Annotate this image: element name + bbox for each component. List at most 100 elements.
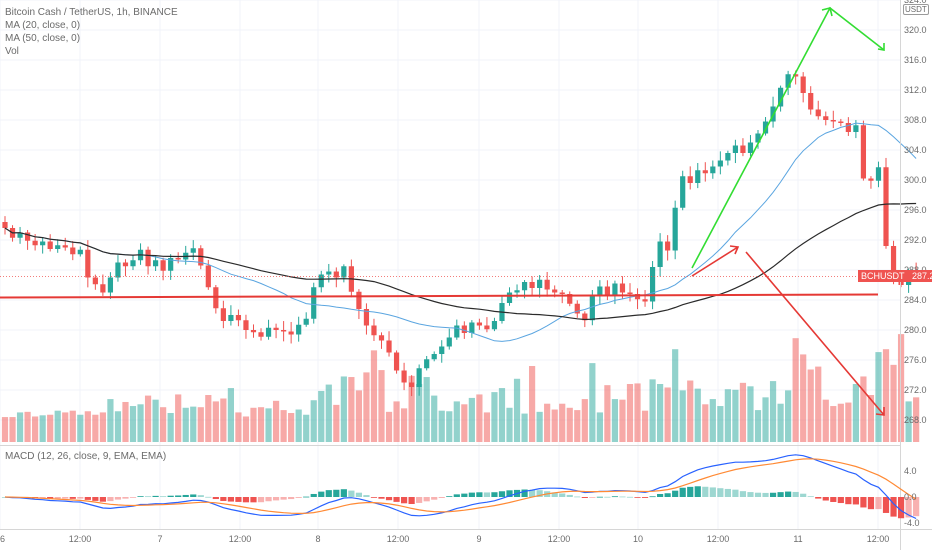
candle-body [589,295,595,321]
currency-label[interactable]: USDT [903,4,929,15]
candle-body [107,277,114,293]
volume-bar [137,404,144,442]
candle-body [830,120,836,122]
macd-hist-bar [657,493,664,497]
volume-bar [626,384,634,442]
candle-body [687,176,693,183]
volume-bar [220,398,227,442]
volume-bar [664,387,671,442]
candle-body [311,287,317,319]
volume-bar [212,401,219,442]
macd-hist-bar [822,497,829,501]
volume-bar [122,401,129,442]
candle-body [823,116,829,120]
macd-hist-bar [235,497,242,502]
macd-hist-bar [769,492,777,497]
candle-body [567,294,573,304]
macd-hist-bar [265,497,272,502]
candle-body [815,109,821,117]
bearish-arrowhead-down [875,407,885,416]
macd-hist-bar [77,497,84,499]
macd-hist-bar [385,497,393,501]
candle-body [55,245,61,249]
volume-bar [197,407,204,442]
macd-hist-bar [905,497,912,518]
volume-bar [47,414,54,442]
volume-bar [9,417,16,442]
macd-hist-bar [205,496,212,498]
chart-legend: Bitcoin Cash / TetherUS, 1h, BINANCE MA … [5,6,178,58]
candle-body [777,87,784,107]
macd-hist-bar [400,497,408,504]
macd-hist-bar [913,497,920,517]
volume-bar [446,411,453,442]
macd-hist-bar [897,497,905,519]
candle-body [604,286,610,295]
macd-tick-label: 0.0 [904,492,917,502]
candle-body [665,241,671,251]
bearish-projection-arrow [691,246,739,277]
candle-body [115,262,121,278]
candle-body [288,331,294,335]
macd-hist-bar [197,495,204,497]
volume-bar [453,401,460,442]
macd-hist-bar [416,497,423,503]
volume-bar [190,406,197,442]
volume-bar [913,397,920,442]
candle-body [747,142,754,153]
candle-body [627,292,633,294]
candle-body [529,282,535,288]
candle-body [62,245,68,248]
macd-hist-bar [99,497,106,502]
volume-bar [257,407,265,442]
candle-body [265,327,272,337]
macd-hist-bar [559,493,566,497]
macd-hist-bar [468,492,475,497]
volume-bar [566,407,573,442]
macd-hist-bar [446,496,453,498]
macd-hist-bar [596,496,603,498]
ma50-legend: MA (50, close, 0) [5,33,81,44]
candle-body [85,249,91,278]
price-tick-label: 324.0 [904,0,927,5]
candle-body [860,125,867,179]
macd-hist-bar [777,492,784,497]
volume-bar [521,413,528,442]
macd-hist-bar [867,497,875,510]
macd-hist-bar [536,490,543,497]
volume-bar [160,407,167,442]
macd-hist-bar [619,496,626,498]
macd-hist-bar [47,497,54,499]
macd-hist-bar [679,487,686,497]
volume-bar [694,388,701,442]
macd-hist-bar [506,490,513,497]
macd-hist-bar [747,492,754,497]
macd-hist-bar [137,496,144,498]
time-tick-label: 12:00 [229,534,252,544]
volume-bar [513,378,521,442]
volume-bar [288,413,295,442]
volume-bar [461,404,468,442]
candle-body [371,325,377,336]
volume-bar [84,411,91,442]
candle-body [235,315,242,321]
macd-axis-ticks: 4.0 0.0 -4.0 [904,466,920,528]
macd-hist-bar [521,489,528,497]
macd-hist-bar [649,496,656,498]
volume-bar [559,403,566,442]
macd-hist-bar [860,497,867,508]
volume-bar [792,338,799,442]
volume-bar [724,389,731,442]
volume-bar [348,377,355,442]
volume-bar [235,412,242,442]
price-tick-label: 276.0 [904,355,927,365]
candle-body [710,166,716,174]
candle-body [47,241,53,249]
macd-hist-bar [107,497,114,502]
macd-hist-bar [574,496,581,498]
candle-body [740,145,746,153]
volume-bar [897,334,905,442]
macd-hist-bar [408,497,415,504]
macd-hist-bar [483,492,491,497]
